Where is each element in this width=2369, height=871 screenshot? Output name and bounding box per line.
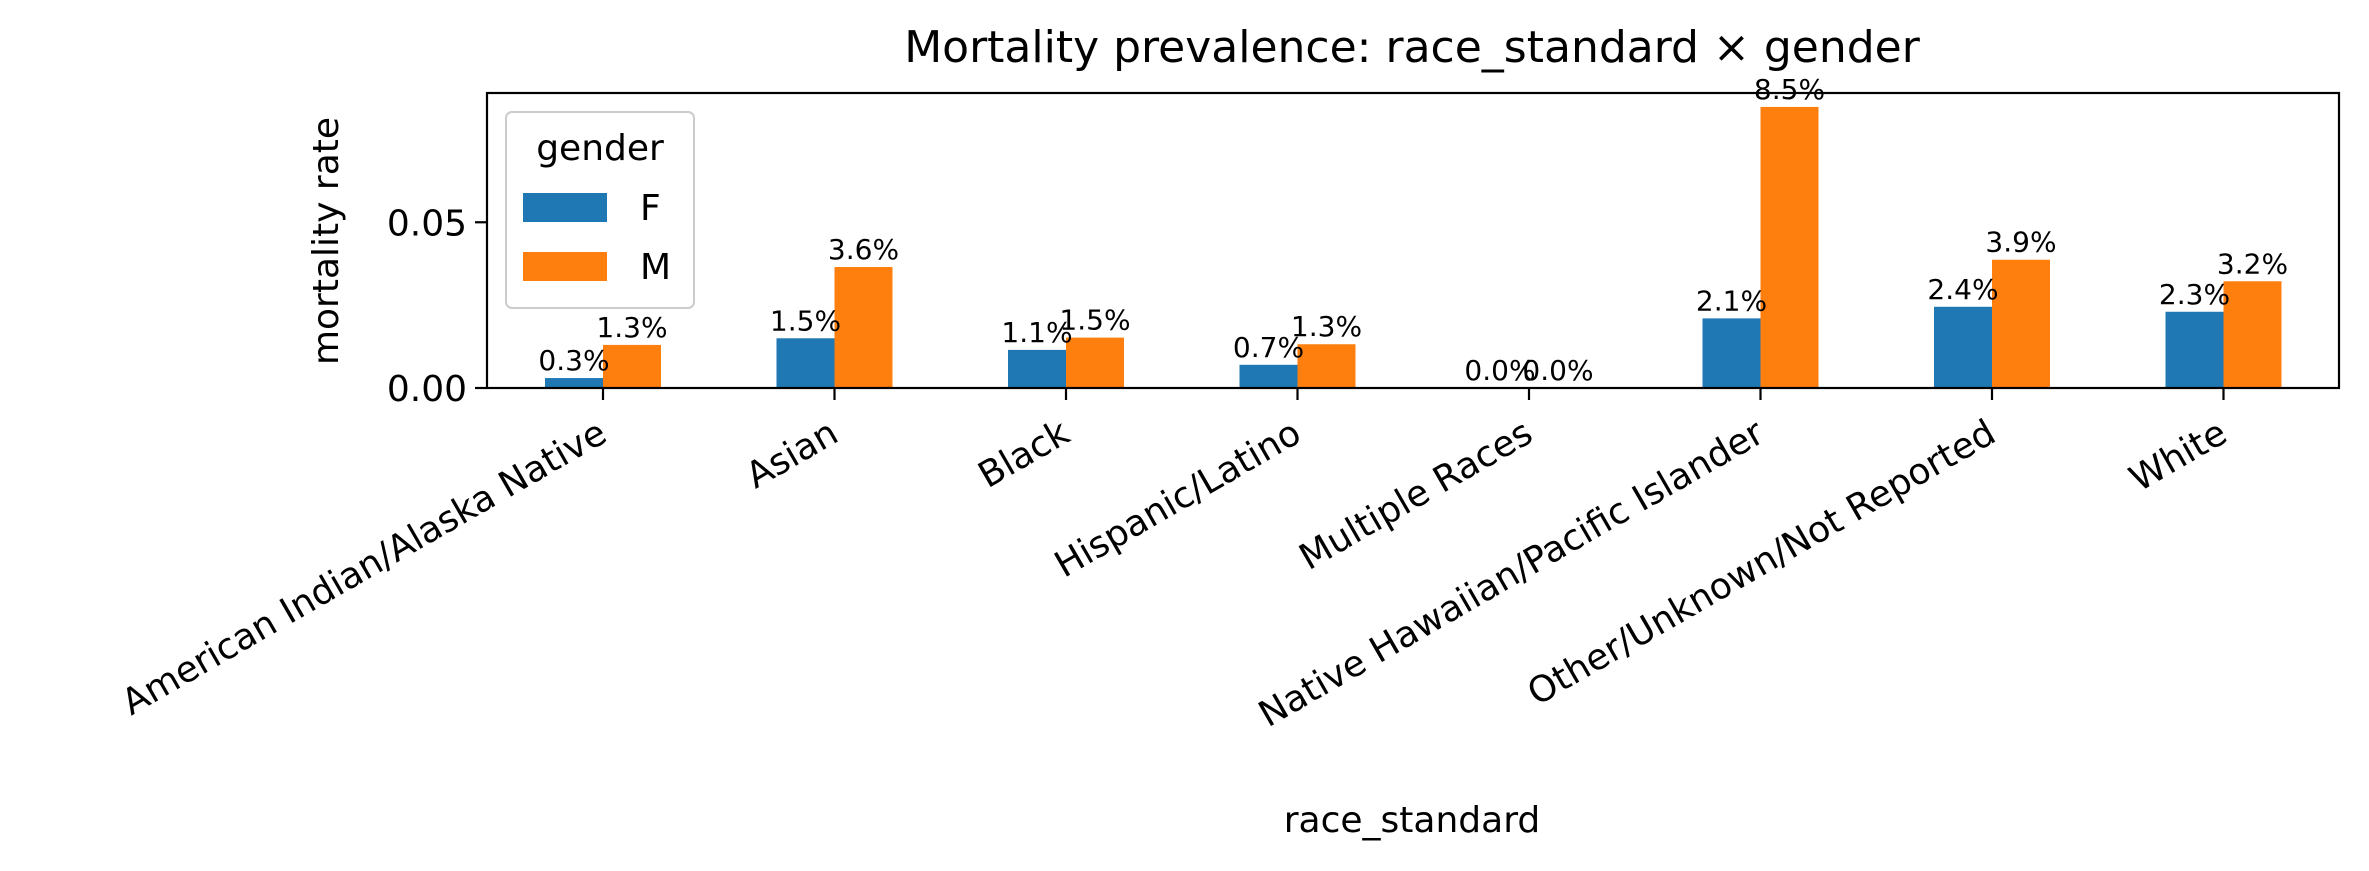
bar-f-1 bbox=[776, 338, 835, 388]
bar-m-1 bbox=[834, 267, 893, 388]
legend-title: gender bbox=[536, 128, 664, 169]
bar-label-f-5: 2.1% bbox=[1696, 284, 1767, 317]
bar-label-f-7: 2.3% bbox=[2159, 278, 2230, 311]
x-tick-label-6: Other/Unknown/Not Reported bbox=[1521, 412, 2003, 714]
bar-label-f-3: 0.7% bbox=[1233, 331, 1304, 364]
legend-swatch-m bbox=[523, 252, 607, 281]
y-tick-label-0: 0.00 bbox=[387, 369, 467, 410]
bar-label-m-0: 1.3% bbox=[596, 311, 667, 344]
bar-label-m-5: 8.5% bbox=[1754, 73, 1825, 106]
y-tick-label-1: 0.05 bbox=[387, 203, 467, 244]
chart-title: Mortality prevalence: race_standard × ge… bbox=[904, 22, 1920, 73]
x-axis: American Indian/Alaska Native Asian BlackH… bbox=[115, 388, 2234, 736]
bar-f-5 bbox=[1702, 318, 1761, 388]
legend-label-m: M bbox=[640, 247, 671, 288]
legend-swatch-f bbox=[523, 193, 607, 222]
x-tick-label-0: American Indian/Alaska Native bbox=[115, 412, 613, 723]
bar-f-3 bbox=[1239, 364, 1298, 388]
bar-label-f-2: 1.1% bbox=[1001, 316, 1072, 349]
bar-label-m-7: 3.2% bbox=[2217, 247, 2288, 280]
legend-label-f: F bbox=[640, 188, 661, 229]
bar-label-m-3: 1.3% bbox=[1291, 310, 1362, 343]
bar-label-f-1: 1.5% bbox=[770, 304, 841, 337]
bar-labels-layer: 0.3%1.3% 1.5%3.6%1.1%1.5%0.7%1.3%0.0%0.0%… bbox=[538, 73, 2288, 387]
bar-m-0 bbox=[603, 344, 661, 388]
plot-frame bbox=[485, 91, 2341, 390]
bar-m-3 bbox=[1297, 344, 1356, 388]
x-tick-label-2: Black bbox=[972, 412, 1077, 496]
x-tick-label-4: Multiple Races bbox=[1293, 412, 1540, 578]
bar-m-2 bbox=[1066, 337, 1124, 388]
bar-label-f-4: 0.0% bbox=[1464, 354, 1535, 387]
bar-f-2 bbox=[1008, 349, 1066, 388]
bar-f-0 bbox=[545, 378, 603, 388]
bar-label-f-6: 2.4% bbox=[1927, 273, 1998, 306]
bar-label-m-4: 0.0% bbox=[1522, 354, 1593, 387]
bar-f-6 bbox=[1934, 306, 1992, 388]
y-axis-label: mortality rate bbox=[306, 117, 347, 365]
bar-label-m-6: 3.9% bbox=[1985, 226, 2056, 259]
bars-layer bbox=[545, 106, 2282, 388]
x-tick-label-1: Asian bbox=[739, 412, 845, 497]
x-tick-label-7: White bbox=[2123, 412, 2234, 500]
bar-m-6 bbox=[1992, 259, 2050, 388]
bar-label-f-0: 0.3% bbox=[538, 344, 609, 377]
x-axis-label: race_standard bbox=[1284, 800, 1540, 841]
y-axis: 0.00 0.05 bbox=[387, 203, 487, 410]
x-tick-label-3: Hispanic/Latino bbox=[1048, 412, 1308, 586]
bar-label-m-1: 3.6% bbox=[828, 233, 899, 266]
bar-m-7 bbox=[2223, 281, 2282, 388]
bar-label-m-2: 1.5% bbox=[1059, 304, 1130, 337]
legend: gender F M bbox=[505, 111, 695, 309]
bar-f-7 bbox=[2165, 311, 2224, 388]
bar-m-5 bbox=[1760, 106, 1819, 388]
